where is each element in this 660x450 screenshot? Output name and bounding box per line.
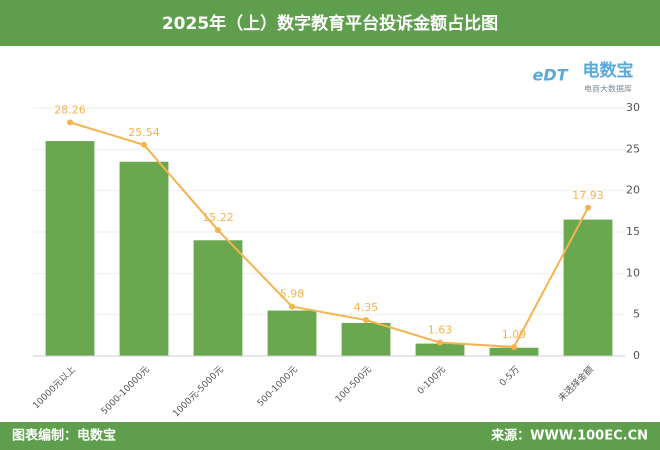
- bar: [563, 219, 613, 356]
- data-label: 4.35: [354, 301, 379, 314]
- x-tick-label: 5000-10000元: [100, 365, 152, 417]
- bar: [415, 343, 465, 356]
- line-point: [585, 204, 591, 211]
- y-tick-label: 0: [633, 349, 640, 362]
- y-tick-label: 25: [626, 142, 640, 155]
- line-point: [437, 339, 443, 346]
- bar: [341, 322, 391, 356]
- line-point: [363, 317, 369, 324]
- y-tick-label: 10: [626, 266, 640, 279]
- x-tick-label: 100-500元: [334, 365, 374, 405]
- bar: [267, 310, 317, 356]
- footer-right: 来源：WWW.100EC.CN: [490, 428, 648, 444]
- logo-mark: eDT: [532, 66, 568, 85]
- data-label: 1.09: [502, 328, 527, 341]
- line-point: [67, 119, 73, 126]
- data-label: 17.93: [572, 189, 604, 202]
- logo-tagline: 电商大数据库: [584, 84, 632, 94]
- bar: [489, 347, 539, 356]
- header-band: [0, 0, 660, 46]
- x-tick-label: 10000元以上: [31, 364, 78, 411]
- line-point: [511, 343, 517, 350]
- data-label: 1.63: [428, 324, 453, 337]
- y-tick-label: 30: [626, 101, 640, 114]
- bar: [193, 240, 243, 356]
- y-tick-label: 5: [633, 308, 640, 321]
- footer-band: [0, 422, 660, 450]
- x-tick-label: 未选择金额: [556, 363, 596, 403]
- footer-left: 图表编制：电数宝: [12, 428, 116, 444]
- x-tick-label: 0-100元: [416, 365, 448, 397]
- data-label: 15.22: [202, 211, 234, 224]
- bar: [119, 161, 169, 356]
- bar: [45, 141, 95, 356]
- data-label: 5.98: [280, 288, 305, 301]
- line-point: [289, 303, 295, 310]
- y-tick-label: 20: [626, 184, 640, 197]
- x-tick-label: 1000元-5000元: [171, 365, 225, 419]
- line-point: [215, 227, 221, 234]
- line-point: [141, 141, 147, 148]
- data-label: 25.54: [128, 126, 160, 139]
- line: [69, 121, 589, 349]
- logo-name: 电数宝: [583, 60, 634, 81]
- x-tick-label: 0-5万: [498, 365, 522, 389]
- chart-title: 2025年（上）数字教育平台投诉金额占比图: [162, 13, 498, 34]
- x-tick-label: 500-1000元: [256, 365, 300, 409]
- y-tick-label: 15: [626, 225, 640, 238]
- data-label: 28.26: [54, 103, 86, 116]
